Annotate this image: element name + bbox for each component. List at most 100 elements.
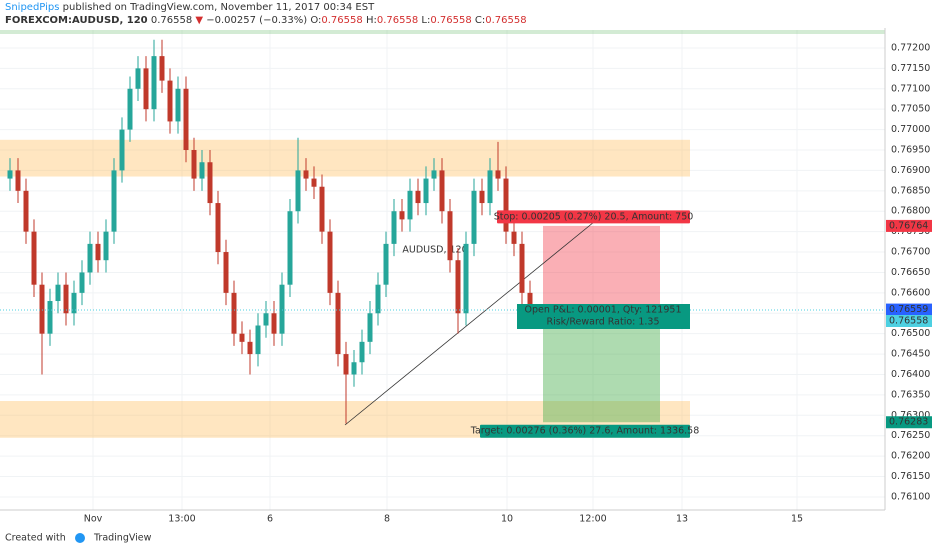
candle-body — [335, 292, 341, 355]
y-tick-label: 0.76350 — [891, 389, 930, 400]
candle-body — [311, 178, 317, 187]
candle-body — [439, 170, 445, 212]
candle-body — [255, 325, 261, 355]
candle-body — [487, 170, 493, 204]
logo — [75, 533, 85, 543]
published: published on TradingView.com, November 1… — [63, 2, 375, 13]
price-tag-label: 0.76559 — [889, 304, 928, 315]
y-tick-label: 0.76850 — [891, 185, 930, 196]
c-label: C: — [475, 15, 485, 26]
price-tag — [886, 219, 932, 232]
candle-body — [15, 170, 21, 191]
x-tick-label: Nov — [84, 514, 103, 525]
stop-label-box — [497, 210, 690, 224]
stop-label: Stop: 0.00205 (0.27%) 20.5, Amount: 750 — [494, 211, 694, 222]
brand: TradingView — [93, 533, 152, 544]
candle-body — [399, 211, 405, 220]
candle-body — [247, 341, 253, 355]
candle-body — [143, 68, 149, 110]
candle-body — [383, 243, 389, 285]
candle-body — [111, 170, 117, 232]
pnl-label: Open P&L: 0.00001, Qty: 121951 — [525, 305, 682, 316]
zone — [0, 139, 690, 177]
candle-body — [463, 243, 469, 314]
candle-body — [431, 170, 437, 179]
target-label-box — [480, 424, 690, 438]
candle-body — [495, 170, 501, 179]
x-tick-label: 10 — [501, 514, 513, 525]
change: −0.00257 (−0.33%) — [206, 15, 307, 26]
price-tag-label: 0.76283 — [889, 417, 928, 428]
y-tick-label: 0.76300 — [891, 410, 930, 421]
price-tag-label: 0.76558 — [889, 316, 928, 327]
candle-body — [351, 362, 357, 375]
high: 0.76558 — [377, 15, 418, 26]
top-band — [0, 30, 885, 34]
y-tick-label: 0.76500 — [891, 328, 930, 339]
candle-body — [375, 284, 381, 314]
symbol-line: FOREXCOM:AUDUSD, 120 0.76558 ▼ −0.00257 … — [5, 15, 527, 26]
candle-body — [207, 162, 213, 204]
candle-body — [215, 203, 221, 253]
candle-body — [23, 190, 29, 232]
candle-body — [127, 88, 133, 130]
plot: AUDUSD, 120 Stop: 0.00205 (0.27%) 20.5, A… — [0, 30, 885, 510]
candle-body — [31, 231, 37, 285]
candle-body — [271, 313, 277, 334]
created-with: Created with — [5, 533, 66, 544]
candle-body — [135, 68, 141, 89]
rr-label: Risk/Reward Ratio: 1.35 — [546, 317, 659, 328]
candle-body — [455, 260, 461, 314]
candle-body — [303, 170, 309, 179]
candle-body — [527, 292, 533, 310]
l-label: L: — [421, 15, 430, 26]
candle-body — [239, 333, 245, 342]
candle-body — [503, 178, 509, 232]
candle-body — [511, 231, 517, 244]
candle-body — [199, 162, 205, 179]
last: 0.76558 — [151, 15, 192, 26]
y-tick-label: 0.76800 — [891, 206, 930, 217]
o-label: O: — [310, 15, 321, 26]
candle-body — [407, 190, 413, 220]
y-tick-label: 0.76600 — [891, 287, 930, 298]
candle-body — [95, 243, 101, 261]
low: 0.76558 — [430, 15, 471, 26]
candle-body — [279, 284, 285, 334]
author: SnipedPips — [5, 2, 59, 13]
candle-body — [191, 150, 197, 179]
y-tick-label: 0.76900 — [891, 165, 930, 176]
h-label: H: — [366, 15, 377, 26]
x-tick-label: 15 — [791, 514, 803, 525]
y-tick-label: 0.77050 — [891, 104, 930, 115]
trendline — [344, 212, 606, 426]
candle-body — [119, 129, 125, 171]
y-tick-label: 0.76700 — [891, 247, 930, 258]
close: 0.76558 — [485, 15, 526, 26]
y-tick-label: 0.76650 — [891, 267, 930, 278]
candle-body — [447, 211, 453, 261]
candle-body — [519, 243, 525, 293]
price-tag-label: 0.76764 — [889, 220, 928, 231]
y-tick-label: 0.76400 — [891, 369, 930, 380]
candle-body — [263, 313, 269, 326]
candle-body — [63, 284, 69, 314]
candle-body — [87, 243, 93, 273]
candle-body — [231, 292, 237, 334]
candle-body — [343, 354, 349, 375]
candle-body — [47, 301, 53, 334]
price-tag — [886, 315, 932, 327]
candle-body — [79, 272, 85, 293]
candle-body — [423, 178, 429, 204]
price-tag — [886, 303, 932, 316]
y-tick-label: 0.77150 — [891, 63, 930, 74]
y-tick-label: 0.76950 — [891, 145, 930, 156]
candle-body — [55, 284, 61, 302]
candle-body — [367, 313, 373, 342]
candle-body — [479, 190, 485, 204]
watermark: AUDUSD, 120 — [402, 245, 467, 256]
y-tick-label: 0.76250 — [891, 430, 930, 441]
candle-body — [415, 190, 421, 204]
stop-zone — [543, 225, 660, 310]
